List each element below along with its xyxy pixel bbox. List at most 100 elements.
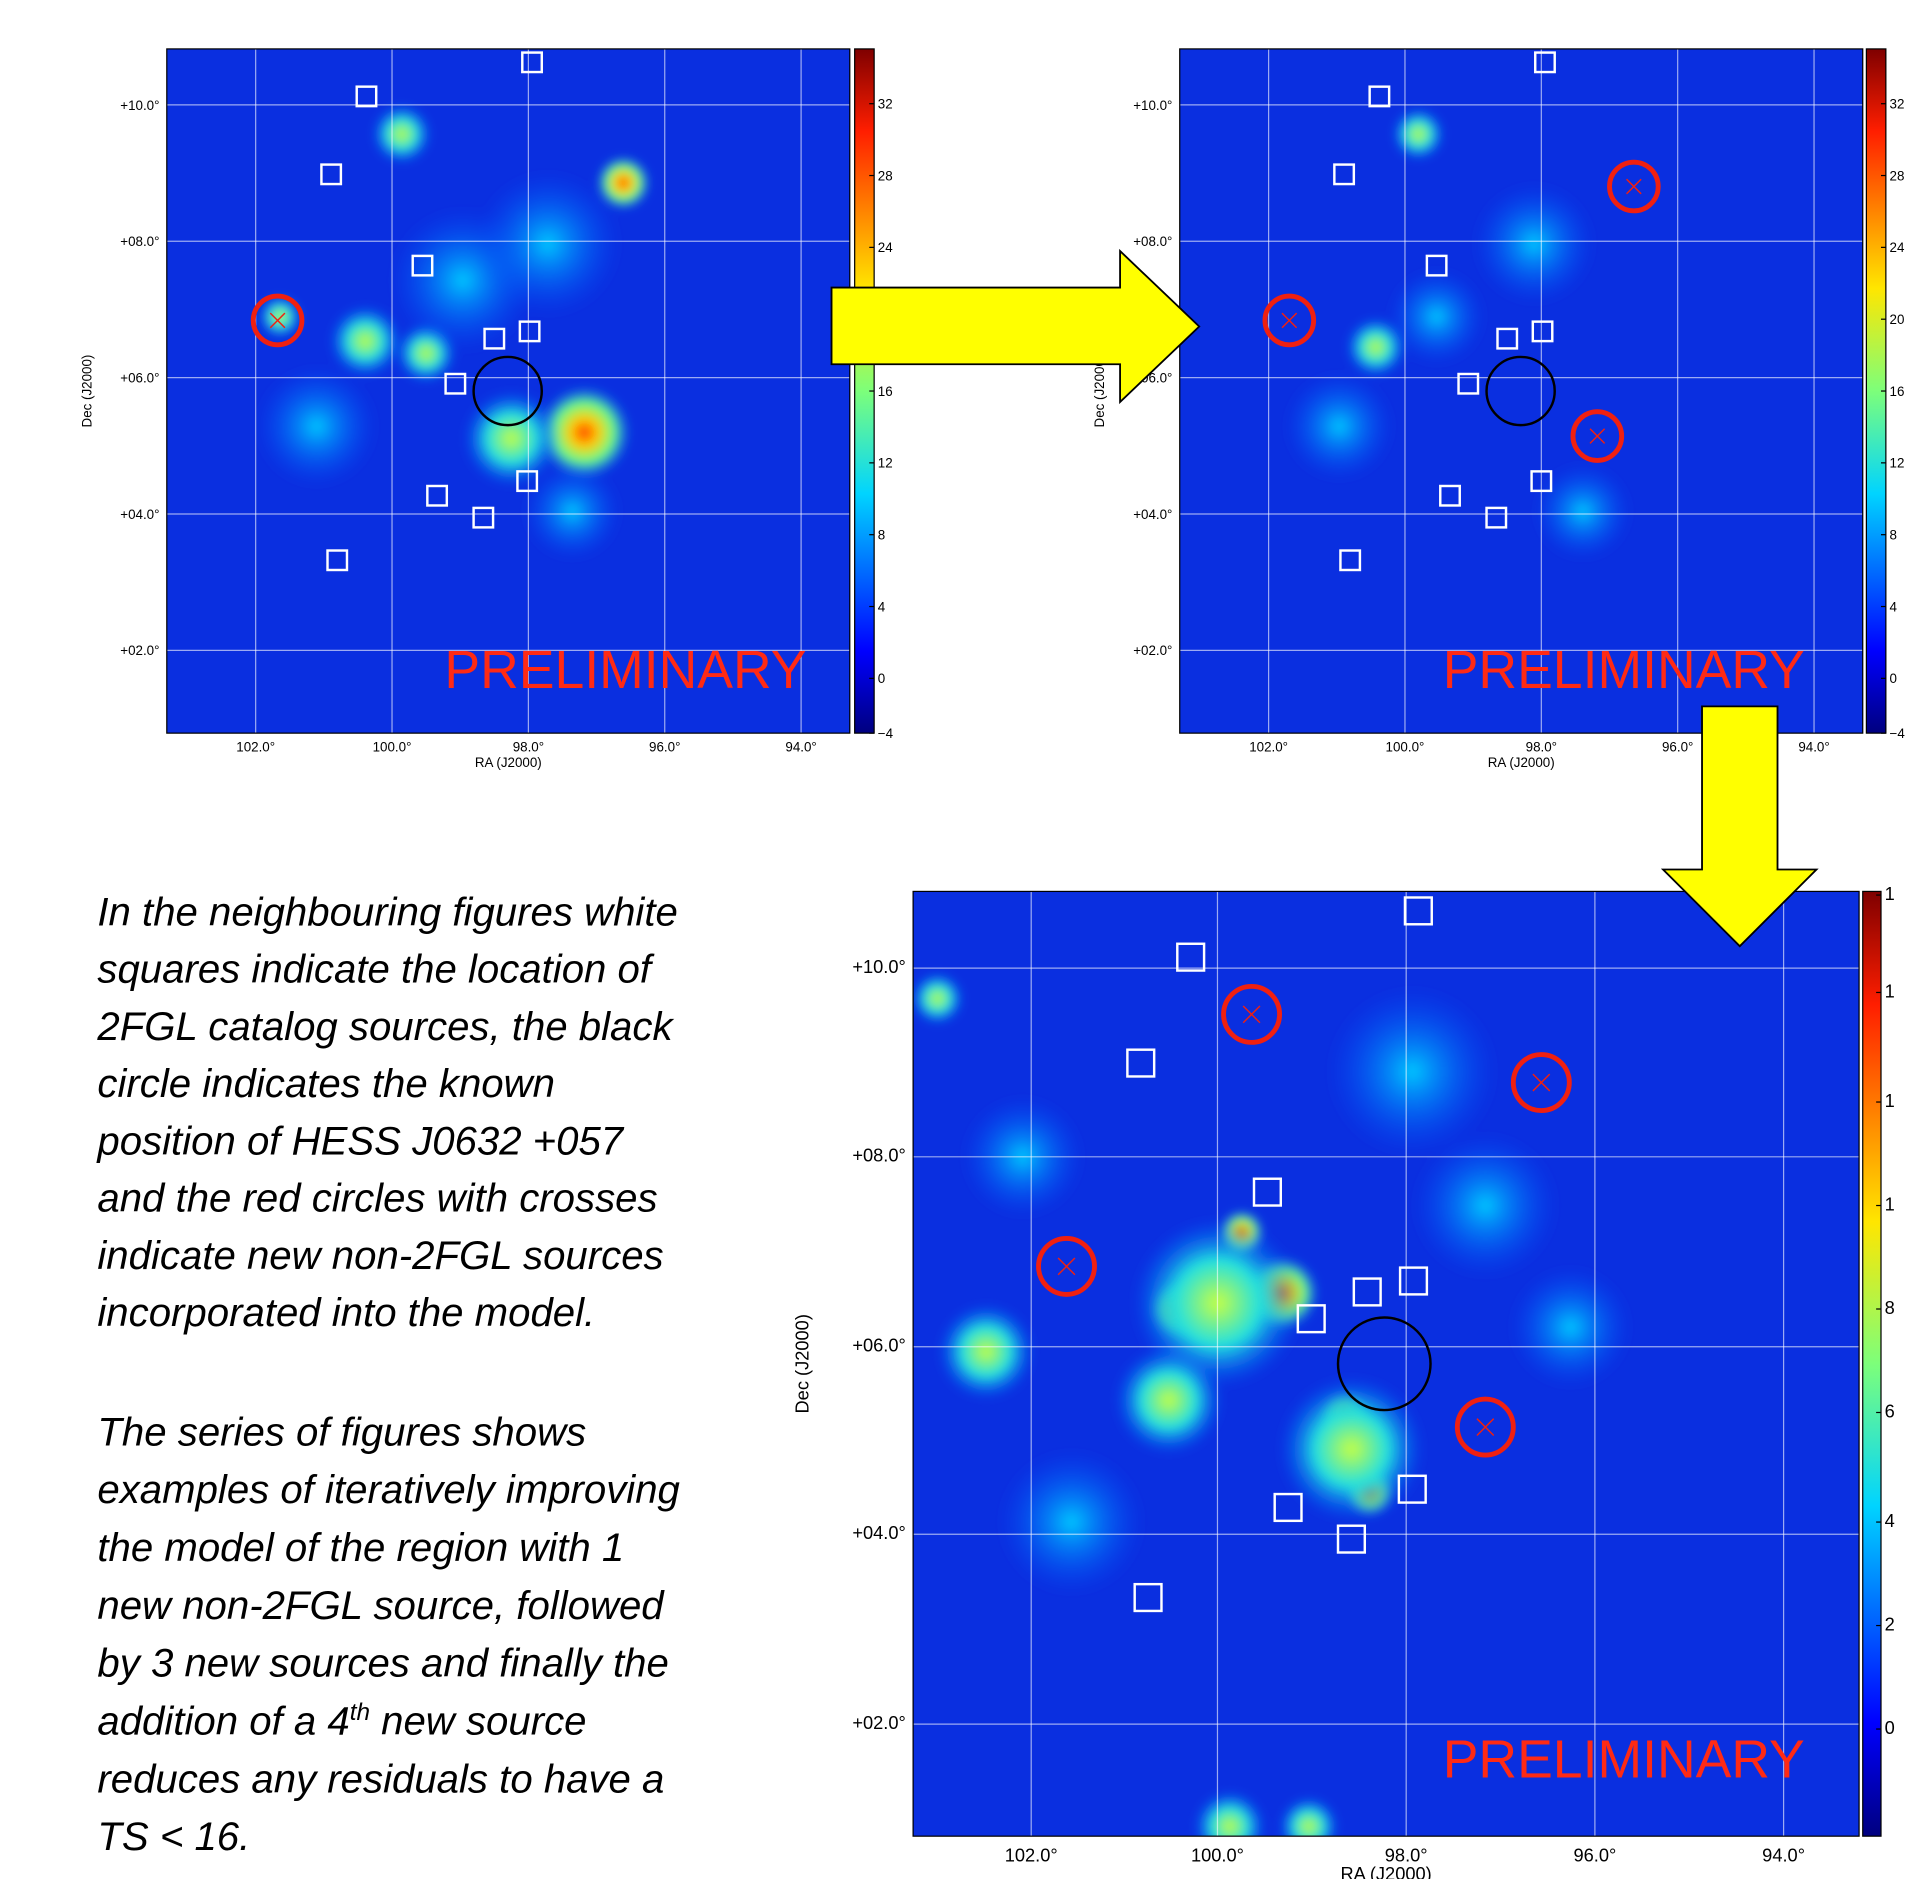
ra-tick-label: 96.0° xyxy=(1662,739,1693,754)
description-line: reduces any residuals to have a xyxy=(97,1756,664,1801)
description-line: addition of a 4th new source xyxy=(97,1699,586,1744)
y-axis-label: Dec (J2000) xyxy=(791,1314,812,1413)
dec-tick-label: +08.0° xyxy=(120,234,159,249)
colorbar-tick-label: 0 xyxy=(878,671,885,686)
dec-tick-label: +02.0° xyxy=(120,643,159,658)
ra-tick-label: 102.0° xyxy=(1005,1845,1058,1866)
colorbar-tick-label: 0 xyxy=(1885,1717,1895,1738)
colorbar-tick-label: 28 xyxy=(878,168,893,183)
colorbar-tick-label: −4 xyxy=(1890,726,1906,741)
heat-blob xyxy=(911,972,965,1026)
colorbar-tick-label: −4 xyxy=(878,726,894,741)
dec-tick-label: +08.0° xyxy=(1133,234,1172,249)
colorbar-tick-label: 4 xyxy=(878,599,886,614)
colorbar-tick-label: 4 xyxy=(1885,1510,1895,1531)
description-line: circle indicates the known xyxy=(97,1061,555,1106)
colorbar-tick-label: 16 xyxy=(878,384,893,399)
dec-tick-label: +04.0° xyxy=(852,1522,905,1543)
colorbar-tick-label: 12 xyxy=(878,456,893,471)
dec-tick-label: +10.0° xyxy=(120,98,159,113)
colorbar-tick-label: 1 xyxy=(1885,883,1895,904)
heat-blob xyxy=(1327,986,1497,1156)
description-line: new non-2FGL source, followed xyxy=(97,1583,665,1628)
heat-blob xyxy=(1388,268,1485,365)
dec-tick-label: +02.0° xyxy=(1133,643,1172,658)
dec-tick-label: +06.0° xyxy=(120,371,159,386)
heat-blob xyxy=(1510,1266,1632,1388)
heat-blob xyxy=(371,104,432,165)
ra-tick-label: 96.0° xyxy=(1573,1845,1616,1866)
heat-blob xyxy=(998,1449,1144,1595)
superscript: th xyxy=(350,1699,370,1726)
colorbar-tick-label: 4 xyxy=(1890,599,1898,614)
dec-tick-label: +02.0° xyxy=(852,1712,905,1733)
colorbar-tick-label: 8 xyxy=(878,528,885,543)
watermark: PRELIMINARY xyxy=(1443,1731,1805,1790)
dec-tick-label: +10.0° xyxy=(852,956,905,977)
ra-tick-label: 100.0° xyxy=(1191,1845,1244,1866)
watermark: PRELIMINARY xyxy=(444,641,806,700)
colorbar-tick-label: 24 xyxy=(1890,240,1905,255)
colorbar-tick-label: 32 xyxy=(878,97,893,112)
ra-tick-label: 102.0° xyxy=(1249,739,1288,754)
heat-blob xyxy=(475,171,621,317)
ra-tick-label: 102.0° xyxy=(236,739,275,754)
colorbar-tick-label: 1 xyxy=(1885,980,1895,1001)
colorbar-tick-label: 1 xyxy=(1885,1193,1895,1214)
colorbar-tick-label: 16 xyxy=(1890,384,1905,399)
map-panel: +10.0°+08.0°+06.0°+04.0°+02.0°102.0°100.… xyxy=(1092,49,1905,770)
x-axis-label: RA (J2000) xyxy=(1340,1863,1431,1879)
heat-blob xyxy=(1284,372,1394,482)
ra-tick-label: 100.0° xyxy=(1386,739,1425,754)
map-panel: +10.0° +08.0° +06.0° +04.0° +02.0° 102.0° 100.… xyxy=(79,49,893,770)
description-line: In the neighbouring figures white xyxy=(97,889,677,934)
dec-tick-label: +06.0° xyxy=(852,1335,905,1356)
dec-tick-label: +10.0° xyxy=(1133,98,1172,113)
x-axis-label: RA (J2000) xyxy=(1488,755,1555,770)
heat-blob xyxy=(1392,107,1446,161)
heat-blob xyxy=(1278,1796,1339,1857)
colorbar-tick-label: 12 xyxy=(1890,456,1905,471)
ra-tick-label: 94.0° xyxy=(1798,739,1829,754)
heat-blob xyxy=(329,305,402,378)
heat-blob xyxy=(1534,463,1631,560)
watermark: PRELIMINARY xyxy=(1443,641,1805,700)
heat-blob xyxy=(937,1303,1034,1400)
description-line: position of HESS J0632 +057 xyxy=(96,1118,624,1163)
dec-tick-label: +08.0° xyxy=(852,1145,905,1166)
ra-tick-label: 96.0° xyxy=(649,739,680,754)
heat-blob xyxy=(256,365,378,487)
description-line: the model of the region with 1 xyxy=(97,1525,624,1570)
dec-tick-label: +04.0° xyxy=(1133,507,1172,522)
ra-tick-label: 94.0° xyxy=(1762,1845,1805,1866)
colorbar-tick-label: 8 xyxy=(1885,1297,1895,1318)
colorbar-tick-label: 1 xyxy=(1885,1090,1895,1111)
ra-tick-label: 98.0° xyxy=(513,739,544,754)
dec-tick-label: +04.0° xyxy=(120,507,159,522)
description-line: examples of iteratively improving xyxy=(97,1467,680,1512)
map-background xyxy=(1180,49,1863,733)
description-line: TS < 16. xyxy=(97,1814,250,1859)
description-line: and the red circles with crosses xyxy=(97,1176,657,1221)
heat-blob xyxy=(1412,1132,1558,1278)
x-axis-label: RA (J2000) xyxy=(475,755,542,770)
heat-blob xyxy=(1473,183,1595,305)
y-axis-label: Dec (J2000) xyxy=(79,355,94,428)
description-text: addition of a 4 xyxy=(97,1699,349,1744)
description-line: incorporated into the model. xyxy=(97,1290,595,1335)
description-line: 2FGL catalog sources, the black xyxy=(96,1004,674,1049)
y-axis-label: Dec (J2000) xyxy=(1092,355,1107,428)
colorbar-tick-label: 0 xyxy=(1890,671,1897,686)
description-line: by 3 new sources and finally the xyxy=(97,1641,668,1686)
ra-tick-label: 100.0° xyxy=(373,739,412,754)
description-text: new source xyxy=(370,1699,587,1744)
colorbar xyxy=(1863,891,1881,1836)
colorbar-tick-label: 20 xyxy=(1890,312,1905,327)
description-line: The series of figures shows xyxy=(97,1409,586,1454)
description-line: indicate new non-2FGL sources xyxy=(97,1233,663,1278)
description-line: squares indicate the location of xyxy=(97,947,654,992)
arrow-right xyxy=(832,251,1200,402)
colorbar-tick-label: 32 xyxy=(1890,97,1905,112)
map-panel: +10.0° +08.0° +06.0° +04.0° +02.0° 102.0° 100.… xyxy=(791,883,1894,1879)
page: +10.0° +08.0° +06.0° +04.0° +02.0° 102.0° 100.… xyxy=(0,0,1909,1879)
